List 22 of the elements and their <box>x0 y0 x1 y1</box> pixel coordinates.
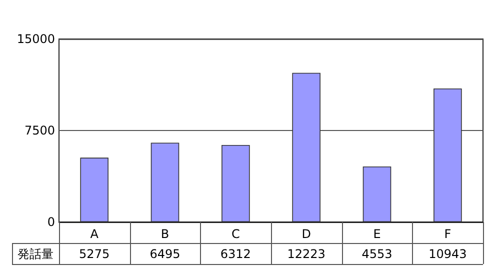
data-label: 10943 <box>428 246 468 263</box>
bar <box>292 72 320 222</box>
data-label: 6495 <box>148 246 182 263</box>
data-label: 6312 <box>219 246 252 263</box>
bar <box>222 144 250 222</box>
x-tick-label: D <box>302 227 311 241</box>
bar <box>150 142 180 222</box>
x-tick-label: E <box>373 227 381 241</box>
bar <box>80 158 108 222</box>
x-tick-label: A <box>90 227 100 241</box>
y-tick-label: 7500 <box>24 124 55 138</box>
y-tick-label: 15000 <box>16 32 55 46</box>
data-label: 5275 <box>78 246 111 263</box>
y-tick-label: 0 <box>47 215 55 229</box>
x-tick-label: B <box>160 227 170 241</box>
bar <box>434 88 462 222</box>
bar <box>362 166 392 222</box>
x-tick-label: C <box>231 227 240 241</box>
text: 発話量 <box>16 246 54 263</box>
data-label: 12223 <box>286 246 326 263</box>
data-label: 4553 <box>360 246 394 263</box>
x-tick-label: F <box>444 227 452 241</box>
